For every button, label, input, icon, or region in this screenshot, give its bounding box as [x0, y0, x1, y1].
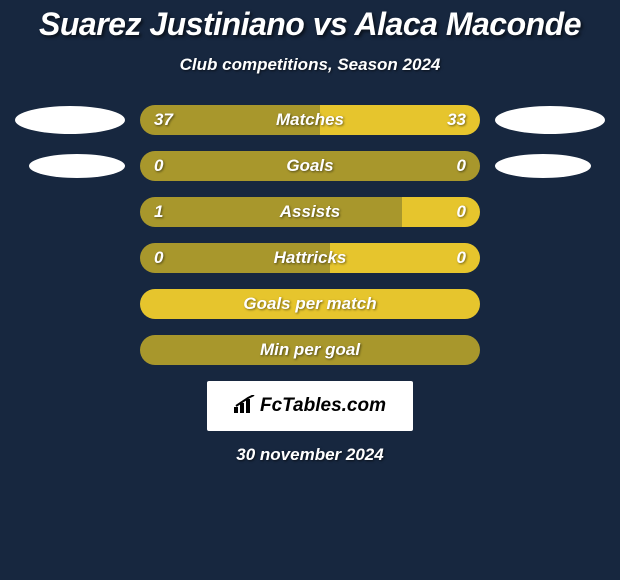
stat-label: Min per goal	[260, 340, 360, 360]
stat-label: Goals per match	[243, 294, 376, 314]
logo-box: FcTables.com	[207, 381, 413, 431]
stat-row: Goals per match	[0, 289, 620, 319]
stat-row: Min per goal	[0, 335, 620, 365]
stat-right-value: 0	[457, 156, 466, 176]
stat-left-value: 0	[154, 248, 163, 268]
stat-row: 0 0 Hattricks	[0, 243, 620, 273]
stat-row: 0 0 Goals	[0, 151, 620, 181]
player2-ellipse	[495, 106, 605, 134]
chart-icon	[234, 395, 256, 418]
stat-label: Assists	[280, 202, 340, 222]
stat-row: 1 0 Assists	[0, 197, 620, 227]
player1-ellipse	[29, 154, 125, 178]
stat-label: Goals	[286, 156, 333, 176]
stat-right-value: 0	[457, 202, 466, 222]
stat-left-value: 37	[154, 110, 173, 130]
stat-bar: 37 33 Matches	[140, 105, 480, 135]
stat-label: Matches	[276, 110, 344, 130]
date-text: 30 november 2024	[0, 445, 620, 465]
stat-left-value: 1	[154, 202, 163, 222]
player2-ellipse	[495, 154, 591, 178]
stat-right-value: 33	[447, 110, 466, 130]
stat-bar: Goals per match	[140, 289, 480, 319]
stat-label: Hattricks	[274, 248, 347, 268]
stat-right-value: 0	[457, 248, 466, 268]
stat-bar: 1 0 Assists	[140, 197, 480, 227]
bar-right-fill	[402, 197, 480, 227]
stat-left-value: 0	[154, 156, 163, 176]
logo-text: FcTables.com	[260, 395, 386, 417]
player1-ellipse	[15, 106, 125, 134]
stat-row: 37 33 Matches	[0, 105, 620, 135]
stat-bar: 0 0 Hattricks	[140, 243, 480, 273]
page-title: Suarez Justiniano vs Alaca Maconde	[0, 0, 620, 43]
bar-left-fill	[140, 197, 402, 227]
stat-bar: Min per goal	[140, 335, 480, 365]
stat-bar: 0 0 Goals	[140, 151, 480, 181]
subtitle: Club competitions, Season 2024	[0, 55, 620, 75]
stats-container: 37 33 Matches 0 0 Goals 1 0 Assists 0 0 Hattricks Go…	[0, 105, 620, 365]
